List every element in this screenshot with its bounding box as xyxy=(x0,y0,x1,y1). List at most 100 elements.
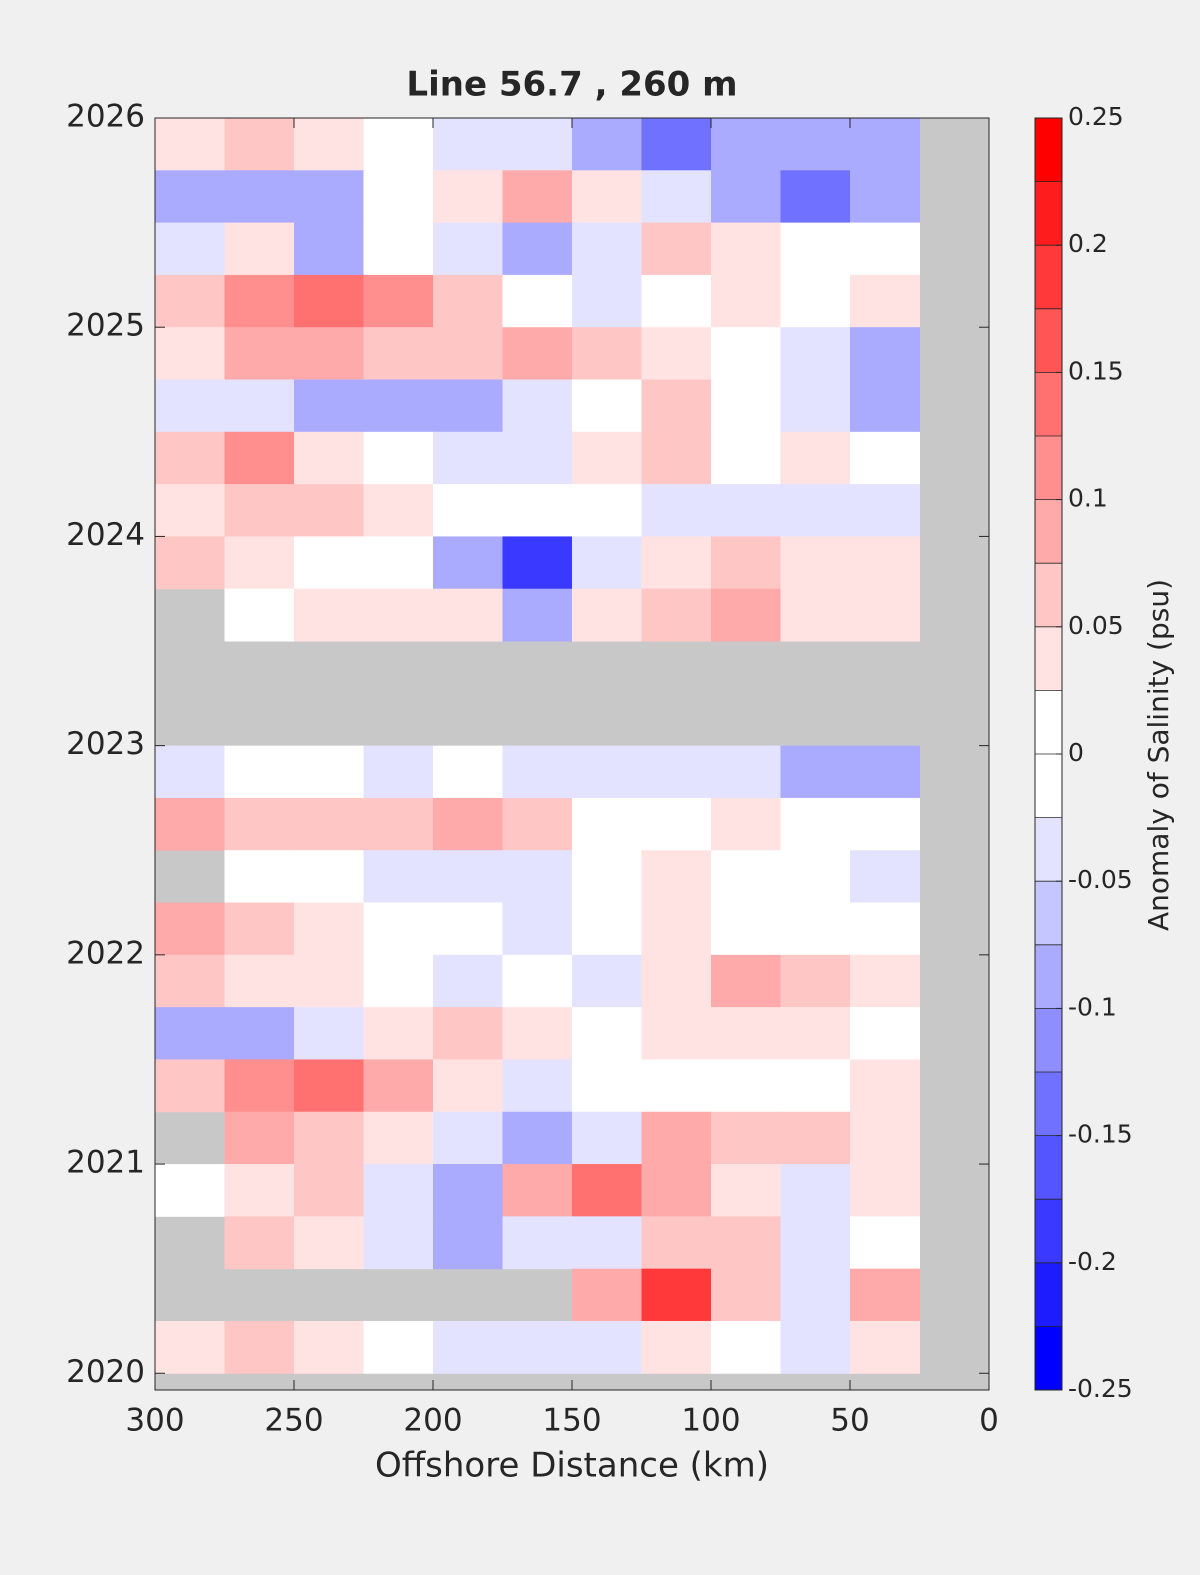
contour-cell xyxy=(294,588,364,642)
contour-cell xyxy=(711,588,781,642)
colorbar-band xyxy=(1035,944,1062,1009)
contour-cell xyxy=(641,274,712,328)
contour-cell xyxy=(780,170,851,224)
contour-cell xyxy=(711,745,781,799)
colorbar-band xyxy=(1035,499,1062,564)
x-tick-label: 50 xyxy=(830,1403,869,1439)
colorbar-tick-label: 0.05 xyxy=(1068,611,1124,640)
contour-cell xyxy=(780,902,851,956)
contour-cell xyxy=(641,1268,712,1322)
contour-cell xyxy=(433,484,503,537)
contour-cell xyxy=(224,1164,295,1217)
contour-cell xyxy=(363,118,434,171)
colorbar-band xyxy=(1035,372,1062,436)
contour-cell xyxy=(641,1111,712,1165)
contour-cell xyxy=(850,745,920,799)
contour-cell xyxy=(850,1059,920,1113)
contour-cell xyxy=(433,118,503,171)
contour-cell xyxy=(711,1007,781,1060)
colorbar-band xyxy=(1035,1135,1062,1200)
contour-cell xyxy=(294,745,364,799)
contour-cell xyxy=(711,1059,781,1113)
x-tick-label: 100 xyxy=(681,1403,740,1439)
contour-cell xyxy=(224,745,295,799)
contour-cell xyxy=(780,588,851,642)
contour-cell xyxy=(294,327,364,381)
x-tick-label: 300 xyxy=(125,1403,184,1439)
contour-cell xyxy=(224,536,295,590)
contour-cell xyxy=(572,588,642,642)
contour-cell xyxy=(433,327,503,381)
contour-cell xyxy=(641,850,712,904)
colorbar-tick-label: 0.2 xyxy=(1068,229,1108,258)
contour-cell xyxy=(502,170,573,224)
contour-cell xyxy=(850,1320,920,1374)
contour-cell xyxy=(711,1111,781,1165)
contour-cell xyxy=(711,954,781,1008)
colorbar-band xyxy=(1035,690,1062,754)
contour-cell xyxy=(502,1216,573,1270)
contour-cell xyxy=(155,902,225,956)
contour-cell xyxy=(711,379,781,433)
contour-cell xyxy=(572,797,642,851)
contour-cell xyxy=(850,1164,920,1217)
contour-cell xyxy=(294,850,364,904)
contour-cell xyxy=(363,536,434,590)
contour-cell xyxy=(294,170,364,224)
contour-cell xyxy=(641,170,712,224)
colorbar-tick-label: 0.15 xyxy=(1068,356,1124,385)
colorbar-band xyxy=(1035,118,1062,182)
colorbar-band xyxy=(1035,245,1062,309)
contour-field xyxy=(155,118,989,1390)
contour-cell xyxy=(572,431,642,485)
contour-cell xyxy=(780,118,851,171)
contour-cell xyxy=(363,1007,434,1060)
contour-cell xyxy=(224,588,295,642)
colorbar-tick-label: -0.05 xyxy=(1068,865,1133,894)
contour-cell xyxy=(502,1164,573,1217)
colorbar-band xyxy=(1035,1326,1062,1390)
contour-cell xyxy=(711,797,781,851)
contour-cell xyxy=(224,902,295,956)
contour-cell xyxy=(433,954,503,1008)
colorbar-band xyxy=(1035,1262,1062,1327)
contour-cell xyxy=(363,797,434,851)
contour-cell xyxy=(850,1111,920,1165)
contour-cell xyxy=(155,379,225,433)
contour-cell xyxy=(502,954,573,1008)
contour-cell xyxy=(224,170,295,224)
contour-cell xyxy=(502,1059,573,1113)
contour-cell xyxy=(294,1320,364,1374)
contour-cell xyxy=(780,536,851,590)
contour-cell xyxy=(155,170,225,224)
y-tick-label: 2025 xyxy=(66,308,145,344)
contour-cell xyxy=(850,588,920,642)
contour-cell xyxy=(433,588,503,642)
contour-cell xyxy=(572,222,642,276)
contour-cell xyxy=(363,327,434,381)
contour-cell xyxy=(155,118,225,171)
contour-cell xyxy=(641,222,712,276)
colorbar-tick-label: -0.1 xyxy=(1068,992,1117,1021)
contour-cell xyxy=(155,222,225,276)
contour-cell xyxy=(294,118,364,171)
contour-cell xyxy=(780,745,851,799)
contour-cell xyxy=(224,1216,295,1270)
contour-cell xyxy=(294,222,364,276)
contour-cell xyxy=(433,850,503,904)
contour-cell xyxy=(850,484,920,537)
contour-cell xyxy=(363,902,434,956)
contour-cell xyxy=(850,379,920,433)
contour-cell xyxy=(711,1164,781,1217)
contour-cell xyxy=(572,536,642,590)
contour-cell xyxy=(502,118,573,171)
x-tick-label: 200 xyxy=(403,1403,462,1439)
chart-title: Line 56.7 , 260 m xyxy=(406,65,737,105)
contour-cell xyxy=(850,118,920,171)
contour-cell xyxy=(433,431,503,485)
contour-cell xyxy=(641,484,712,537)
contour-cell xyxy=(155,327,225,381)
contour-cell xyxy=(155,797,225,851)
contour-cell xyxy=(433,1007,503,1060)
